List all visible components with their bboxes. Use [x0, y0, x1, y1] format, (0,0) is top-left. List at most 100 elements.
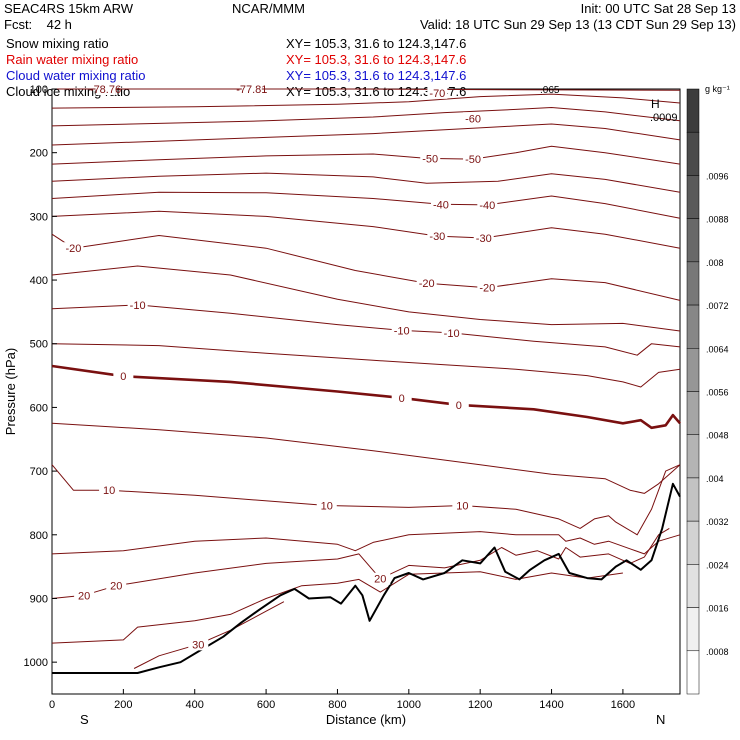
isotherm-label-bg [241, 83, 262, 95]
field-extent: XY= 105.3, 31.6 to 124.3,147.6 [286, 68, 466, 83]
isotherm-line [51, 107, 681, 127]
y-tick-label: 900 [30, 593, 48, 605]
isotherm-line [51, 571, 623, 644]
colorbar-label: .008 [706, 258, 724, 268]
x-tick-label: 1600 [611, 699, 635, 711]
x-axis: 0 200 400 600 800 1000 1200 1400 1600 [49, 689, 635, 711]
isotherm-label-bg [448, 398, 469, 411]
colorbar-swatch [686, 218, 700, 263]
isotherm-label: -77.81 [236, 84, 267, 96]
isotherm-label: 10 [321, 500, 333, 512]
isotherm-line [51, 531, 681, 555]
y-axis-title: Pressure (hPa) [3, 348, 18, 435]
colorbar-swatch [686, 607, 700, 652]
south-label: S [80, 712, 89, 727]
isotherm-line [51, 527, 670, 599]
isotherm-label-bg [316, 499, 337, 512]
isotherm-line [51, 145, 681, 165]
isotherm-label: -60 [465, 113, 481, 125]
colorbar-swatch [686, 348, 700, 392]
isotherm-lines [51, 88, 681, 674]
isotherm-label: -50 [465, 154, 481, 166]
plot-frame [51, 88, 681, 695]
isotherm-label-bg [416, 277, 437, 290]
isotherm-labels: -78.76 -77.81 -70 -60 -50 -50 -40 -40 -30 -30 -20 -… [63, 83, 498, 651]
colorbar-label: .0048 [706, 431, 729, 441]
isotherm-label: -40 [433, 199, 449, 211]
isotherm-label-bg [127, 298, 148, 311]
isotherm-line [51, 364, 681, 430]
colorbar-swatch [686, 131, 700, 176]
high-marker-label: H [651, 97, 660, 111]
center-label: NCAR/MMM [232, 1, 305, 16]
isotherm-label-bg [452, 499, 473, 512]
colorbar-label: .0064 [706, 344, 729, 354]
isotherm-label-bg [391, 324, 412, 337]
model-title: SEAC4RS 15km ARW [4, 1, 134, 16]
colorbar-label: .0072 [706, 301, 729, 311]
isotherm-line [51, 343, 681, 388]
plot-area: -78.76 -77.81 -70 -60 -50 -50 -40 -40 -30 -30 -20 -… [3, 83, 681, 727]
isotherm-line [51, 422, 681, 494]
isotherm-label: -10 [130, 300, 146, 312]
isotherm-line [133, 601, 285, 669]
colorbar-label: .0056 [706, 388, 729, 398]
colorbar-swatch [686, 88, 700, 133]
colorbar-swatch [686, 391, 700, 435]
y-tick-label: 1000 [24, 657, 48, 669]
colorbar-label: .0008 [706, 647, 729, 657]
terrain-line [52, 482, 681, 674]
forecast-hour: Fcst: 42 h [4, 17, 72, 32]
y-tick-label: 800 [30, 530, 48, 542]
x-tick-label: 1200 [468, 699, 492, 711]
isotherm-label-bg [74, 589, 95, 602]
isotherm-label-bg [430, 198, 451, 211]
isotherm-label: -20 [65, 243, 81, 255]
isotherm-label-bg [463, 153, 484, 166]
isotherm-label-bg [441, 326, 462, 339]
valid-time: Valid: 18 UTC Sun 29 Sep 13 (13 CDT Sun … [420, 17, 736, 32]
isotherm-line [52, 88, 681, 91]
isotherm-label: -20 [479, 283, 495, 295]
field-name: Rain water mixing ratio [6, 52, 138, 67]
isotherm-label-bg [188, 638, 209, 651]
y-tick-label: 600 [30, 402, 48, 414]
header-block: SEAC4RS 15km ARW NCAR/MMM Init: 00 UTC S… [4, 1, 736, 99]
field-legend: Snow mixing ratio XY= 105.3, 31.6 to 124.… [6, 36, 466, 99]
colorbar-label: .0032 [706, 517, 729, 527]
isotherm-label: -30 [476, 233, 492, 245]
isotherm-label-bg [473, 232, 494, 245]
y-tick-label: 300 [30, 211, 48, 223]
isotherm-label: 10 [456, 500, 468, 512]
isotherm-line [51, 210, 681, 249]
isotherm-line [51, 123, 681, 146]
y-tick-label: 200 [30, 148, 48, 160]
colorbar-swatch [686, 520, 700, 565]
isotherm-label-bg [113, 370, 134, 383]
isotherm-label-bg [95, 83, 116, 95]
isotherm-label: -40 [479, 200, 495, 212]
isotherm-label: 10 [103, 485, 115, 497]
isotherm-label: 20 [110, 581, 122, 593]
colorbar-label: .0096 [706, 171, 729, 181]
isotherm-line [51, 172, 681, 193]
isotherm-label-bg [463, 112, 484, 125]
isotherm-label: -50 [422, 153, 438, 165]
isotherm-label-bg [370, 572, 391, 585]
y-axis: 100 200 300 400 500 600 700 800 900 1000 [24, 84, 57, 669]
isotherm-label-bg [477, 281, 498, 294]
y-tick-label: 100 [30, 84, 48, 96]
isotherm-label: -70 [429, 88, 445, 100]
isotherm-label-bg [420, 152, 441, 165]
isotherm-label: -78.76 [90, 84, 121, 96]
colorbar-unit: g kg⁻¹ [705, 84, 730, 94]
init-time: Init: 00 UTC Sat 28 Sep 13 [581, 1, 736, 16]
colorbar: g kg⁻¹ .0096 .0088 .008 .0072 .0064 .0056 .004… [686, 84, 730, 695]
isotherm-label: 0 [399, 393, 405, 405]
isotherm-label: -10 [394, 325, 410, 337]
isotherm-line [51, 265, 681, 332]
x-tick-label: 400 [186, 699, 204, 711]
y-tick-label: 500 [30, 339, 48, 351]
x-tick-label: 200 [114, 699, 132, 711]
